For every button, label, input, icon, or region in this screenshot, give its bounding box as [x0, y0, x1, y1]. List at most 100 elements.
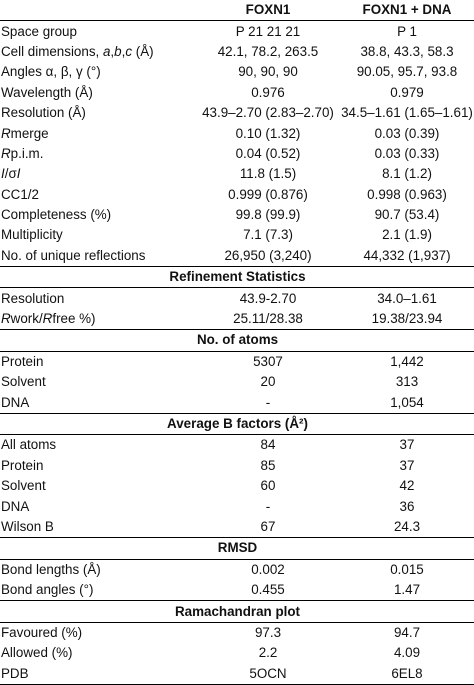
row-label: No. of unique reflections [1, 247, 146, 263]
value-foxn1-dna: 4.09 [393, 645, 421, 661]
table-row: I/σI 11.8 (1.5) 8.1 (1.2) [0, 164, 474, 184]
value-foxn1-dna: 24.3 [393, 518, 421, 534]
value-foxn1-dna: 37 [399, 457, 415, 473]
value-foxn1-dna: 37 [399, 437, 415, 453]
table-row: Resolution 43.9-2.70 34.0–1.61 [0, 288, 474, 309]
value-foxn1: 99.8 (99.9) [235, 207, 301, 223]
row-label: DNA [1, 498, 30, 514]
row-label: Allowed (%) [1, 645, 73, 661]
value-foxn1: - [265, 498, 271, 514]
table-row: Wavelength (Å) 0.976 0.979 [0, 83, 474, 103]
row-label: Multiplicity [1, 227, 63, 243]
row-label: CC1/2 [1, 186, 39, 202]
value-foxn1: 5307 [253, 353, 283, 369]
section-header-row: RMSD [0, 537, 474, 560]
section-header-row: No. of atoms [0, 329, 474, 352]
value-foxn1-dna: 94.7 [393, 624, 421, 640]
row-label: Wavelength (Å) [1, 84, 93, 100]
value-foxn1: 20 [260, 374, 276, 390]
table-row: Cell dimensions, a,b,c (Å) 42.1, 78.2, 26… [0, 42, 474, 62]
value-foxn1-dna: 90.7 (53.4) [374, 207, 440, 223]
header-foxn1: FOXN1 [196, 0, 339, 22]
value-foxn1-dna: 1,054 [390, 394, 424, 410]
table-row: Space group P 21 21 21 P 1 [0, 21, 474, 42]
section-header-row: Refinement Statistics [0, 266, 474, 289]
row-label: Rp.i.m. [1, 145, 44, 161]
row-label: Wilson B [1, 518, 54, 534]
section-title: Refinement Statistics [0, 266, 474, 289]
table-row: Protein 85 37 [0, 456, 474, 476]
row-label: PDB [0, 663, 196, 685]
header-label-column [0, 0, 196, 22]
section-title: Ramachandran plot [0, 600, 474, 623]
table-header-row: FOXN1 FOXN1 + DNA [0, 0, 474, 22]
value-foxn1-dna: 34.0–1.61 [377, 290, 437, 306]
value-foxn1: - [265, 394, 271, 410]
value-foxn1: 0.04 (0.52) [235, 145, 301, 161]
row-label: Cell dimensions, a,b,c (Å) [1, 43, 154, 59]
value-foxn1: 84 [260, 437, 276, 453]
section-header-row: Average B factors (Å²) [0, 412, 474, 436]
value-foxn1: 25.11/28.38 [233, 311, 303, 327]
table-row: Wilson B 67 24.3 [0, 517, 474, 538]
value-foxn1-dna: 313 [395, 374, 419, 390]
value-foxn1-dna: P 1 [397, 23, 417, 39]
row-label: Favoured (%) [1, 624, 83, 640]
value-foxn1: P 21 21 21 [235, 23, 301, 39]
value-foxn1-dna: 19.38/23.94 [371, 311, 443, 327]
value-foxn1: 26,950 (3,240) [224, 247, 312, 263]
table-row: Rp.i.m. 0.04 (0.52) 0.03 (0.33) [0, 144, 474, 164]
value-foxn1-dna: 44,332 (1,937) [363, 247, 451, 263]
value-foxn1: 43.9-2.70 [239, 290, 297, 306]
value-foxn1: 60 [260, 478, 276, 494]
row-label: Solvent [1, 374, 46, 390]
value-foxn1-dna: 0.998 (0.963) [367, 186, 447, 202]
value-foxn1-dna: 0.979 [390, 84, 424, 100]
row-label: Solvent [1, 478, 46, 494]
row-label: DNA [1, 394, 30, 410]
table-row: Bond lengths (Å) 0.002 0.015 [0, 559, 474, 580]
row-label: Bond lengths (Å) [1, 561, 101, 577]
value-foxn1-dna: 42 [399, 478, 415, 494]
value-foxn1: 0.10 (1.32) [235, 125, 301, 141]
value-foxn1: 2.2 [258, 645, 278, 661]
table-body: Space group P 21 21 21 P 1 Cell dimensions,… [0, 21, 474, 685]
value-foxn1: 0.002 [251, 561, 285, 577]
row-label: Protein [1, 457, 44, 473]
value-foxn1-dna: 1,442 [390, 353, 424, 369]
value-foxn1: 42.1, 78.2, 263.5 [217, 43, 319, 59]
table-row: Angles α, β, γ (°) 90, 90, 90 90.05, 95.7,… [0, 62, 474, 82]
section-title: No. of atoms [0, 329, 474, 352]
value-foxn1: 0.999 (0.876) [228, 186, 308, 202]
value-foxn1: 67 [260, 518, 276, 534]
row-label: Space group [1, 23, 77, 39]
value-foxn1: 5OCN [196, 663, 339, 685]
value-foxn1: 0.455 [251, 582, 285, 598]
table-row: No. of unique reflections 26,950 (3,240) 4… [0, 246, 474, 267]
table-row: PDB 5OCN 6EL8 [0, 663, 474, 685]
table-row: All atoms 84 37 [0, 435, 474, 456]
header-foxn1-dna: FOXN1 + DNA [339, 0, 474, 22]
section-header-row: Ramachandran plot [0, 600, 474, 623]
table-row: Protein 5307 1,442 [0, 351, 474, 372]
value-foxn1: 90, 90, 90 [238, 64, 298, 80]
value-foxn1: 43.9–2.70 (2.83–2.70) [202, 105, 334, 121]
row-label: Protein [1, 353, 44, 369]
value-foxn1-dna: 6EL8 [339, 663, 474, 685]
value-foxn1-dna: 2.1 (1.9) [382, 227, 432, 243]
row-label: Rmerge [1, 125, 49, 141]
table-row: Rmerge 0.10 (1.32) 0.03 (0.39) [0, 123, 474, 143]
value-foxn1-dna: 8.1 (1.2) [382, 166, 432, 182]
table-row: Multiplicity 7.1 (7.3) 2.1 (1.9) [0, 225, 474, 245]
table-row: Rwork/Rfree %) 25.11/28.38 19.38/23.94 [0, 309, 474, 330]
table-row: Allowed (%) 2.2 4.09 [0, 643, 474, 663]
value-foxn1-dna: 0.03 (0.39) [374, 125, 440, 141]
table-row: Completeness (%) 99.8 (99.9) 90.7 (53.4) [0, 205, 474, 225]
table-row: DNA - 1,054 [0, 392, 474, 413]
section-title: Average B factors (Å²) [0, 412, 474, 436]
value-foxn1-dna: 36 [399, 498, 415, 514]
row-label: Bond angles (°) [1, 582, 94, 598]
value-foxn1: 0.976 [251, 84, 285, 100]
table-row: Bond angles (°) 0.455 1.47 [0, 580, 474, 601]
